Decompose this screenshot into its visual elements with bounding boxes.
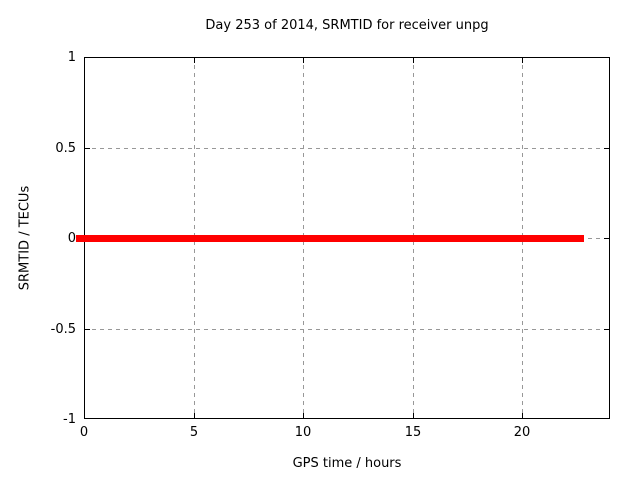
x-tick-mark-bottom: [303, 413, 304, 419]
x-tick-mark-top: [522, 57, 523, 63]
y-gridline: [84, 329, 610, 330]
y-tick-label: -1: [63, 412, 76, 427]
x-tick-mark-bottom: [522, 413, 523, 419]
y-tick-mark-left: [84, 148, 90, 149]
y-tick-label: 0: [67, 231, 76, 246]
x-tick-label: 10: [294, 425, 312, 440]
x-tick-mark-bottom: [413, 413, 414, 419]
x-tick-label: 0: [79, 425, 89, 440]
x-tick-mark-top: [303, 57, 304, 63]
y-tick-mark-right: [604, 148, 610, 149]
y-tick-label: 0.5: [55, 141, 76, 156]
x-axis-label: GPS time / hours: [292, 456, 402, 471]
y-tick-mark-left: [84, 329, 90, 330]
y-tick-mark-right: [604, 238, 610, 239]
series-line-srmtid: [76, 235, 584, 242]
chart-title: Day 253 of 2014, SRMTID for receiver unp…: [205, 18, 489, 33]
y-tick-label: -0.5: [50, 322, 76, 337]
y-tick-mark-right: [604, 329, 610, 330]
x-tick-label: 20: [513, 425, 531, 440]
x-tick-mark-bottom: [194, 413, 195, 419]
y-tick-label: 1: [67, 50, 76, 65]
x-tick-label: 5: [189, 425, 199, 440]
y-gridline: [84, 148, 610, 149]
x-tick-mark-top: [194, 57, 195, 63]
x-tick-label: 15: [404, 425, 422, 440]
x-tick-mark-top: [413, 57, 414, 63]
